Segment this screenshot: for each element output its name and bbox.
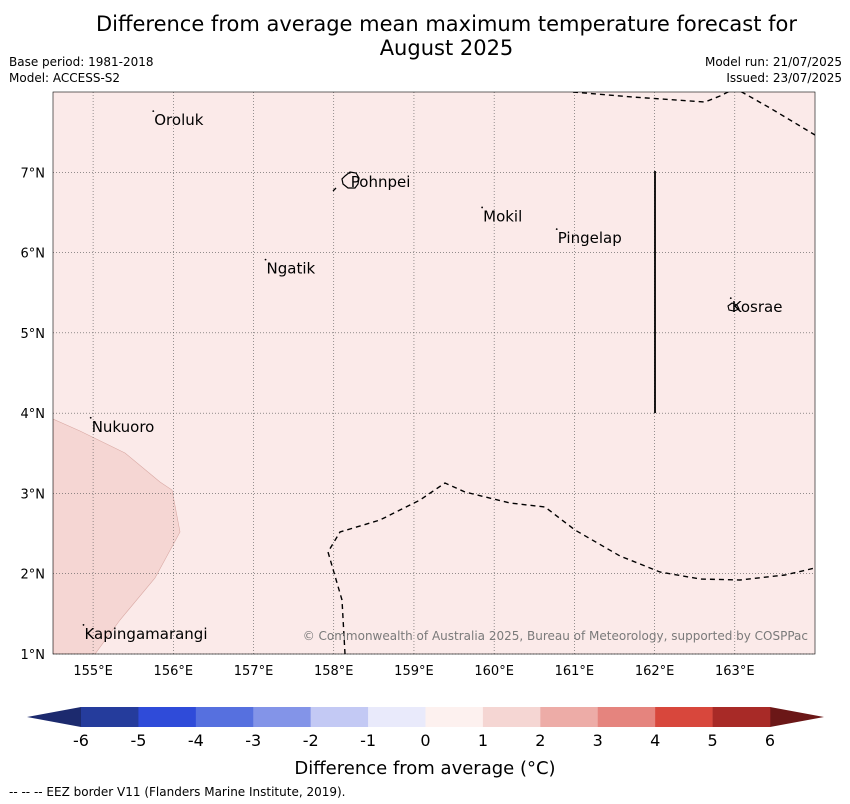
graticule xyxy=(53,92,815,655)
copyright-credit: © Commonwealth of Australia 2025, Bureau… xyxy=(303,629,808,643)
colorbar-swatch xyxy=(138,707,197,727)
title-line-2: August 2025 xyxy=(379,36,514,60)
island-marker xyxy=(82,624,85,626)
colorbar-title: Difference from average (°C) xyxy=(294,758,555,779)
island-label: Mokil xyxy=(483,207,522,225)
island-label: Kapingamarangi xyxy=(84,625,207,643)
colorbar-tick-label: -2 xyxy=(303,731,319,750)
lon-tick-label: 160°E xyxy=(474,664,514,679)
title-line-1: Difference from average mean maximum tem… xyxy=(96,12,797,36)
colorbar-swatch xyxy=(712,707,771,727)
island-marker xyxy=(152,110,155,112)
issued-text: Issued: 23/07/2025 xyxy=(726,71,842,85)
kosrae-outline xyxy=(727,302,740,312)
island-marker xyxy=(729,297,732,300)
eez-border-footnote: -- -- -- EEZ border V11 (Flanders Marine… xyxy=(9,785,346,799)
island-marker xyxy=(481,206,484,209)
lon-tick-label: 156°E xyxy=(154,664,194,679)
island-marker xyxy=(264,258,267,261)
colorbar-tick-label: 5 xyxy=(707,731,717,750)
colorbar-swatch xyxy=(540,707,599,727)
colorbar-swatch xyxy=(195,707,254,727)
pohnpei-outline xyxy=(341,171,360,189)
lon-tick-label: 157°E xyxy=(234,664,274,679)
island-label: Pohnpei xyxy=(351,173,411,191)
colorbar-swatch xyxy=(253,707,311,727)
colorbar-tick-label: 3 xyxy=(593,731,603,750)
colorbar-tick-label: -5 xyxy=(130,731,146,750)
lat-tick-label: 1°N xyxy=(21,648,46,663)
colorbar-tick-label: 1 xyxy=(478,731,488,750)
lon-tick-label: 162°E xyxy=(635,664,675,679)
island-label: Ngatik xyxy=(267,260,316,278)
lon-tick-label: 161°E xyxy=(555,664,595,679)
map-background xyxy=(53,92,815,654)
lon-tick-label: 163°E xyxy=(715,664,755,679)
lat-tick-label: 5°N xyxy=(21,327,46,342)
island-marker xyxy=(348,172,351,174)
island-label: Nukuoro xyxy=(92,418,155,436)
colorbar-tick-label: -6 xyxy=(73,731,89,750)
colorbar-tick-label: -1 xyxy=(360,731,376,750)
lon-tick-label: 155°E xyxy=(73,664,113,679)
anomaly-region-southwest xyxy=(53,418,181,654)
island-marker xyxy=(555,228,558,231)
colorbar-swatch xyxy=(597,707,656,727)
colorbar-swatch xyxy=(655,707,713,727)
island-label: Pingelap xyxy=(558,229,622,247)
colorbar-tick-label: 2 xyxy=(535,731,545,750)
lat-tick-label: 3°N xyxy=(21,487,46,502)
colorbar: -6 -5 -4 -3 -2 -1 0 1 2 3 4 5 6 xyxy=(27,707,824,750)
colorbar-tick-label: -4 xyxy=(188,731,204,750)
eez-border-south xyxy=(327,482,815,654)
island-label: Kosrae xyxy=(732,298,783,316)
colorbar-tick-label: 0 xyxy=(420,731,430,750)
colorbar-tick-label: -3 xyxy=(245,731,261,750)
lat-tick-label: 6°N xyxy=(21,247,46,262)
colorbar-extend-high xyxy=(770,707,824,727)
island-marker xyxy=(89,416,92,419)
colorbar-swatch xyxy=(425,707,484,727)
colorbar-tick-label: 6 xyxy=(765,731,775,750)
colorbar-swatch xyxy=(81,707,139,727)
lon-tick-label: 159°E xyxy=(394,664,434,679)
colorbar-tick-label: 4 xyxy=(650,731,660,750)
eez-border-north xyxy=(572,92,815,136)
island-label: Oroluk xyxy=(154,111,203,129)
colorbar-swatch xyxy=(310,707,369,727)
lat-tick-label: 2°N xyxy=(21,568,46,583)
model-text: Model: ACCESS-S2 xyxy=(9,71,121,85)
pohnpei-eez-stub xyxy=(332,187,337,192)
colorbar-extend-low xyxy=(27,707,81,727)
map-frame xyxy=(52,91,816,655)
colorbar-swatch xyxy=(368,707,426,727)
lat-tick-label: 7°N xyxy=(21,166,46,181)
lon-tick-label: 158°E xyxy=(314,664,354,679)
base-period-text: Base period: 1981-2018 xyxy=(9,55,154,69)
lat-tick-label: 4°N xyxy=(21,407,46,422)
model-run-text: Model run: 21/07/2025 xyxy=(704,55,842,69)
colorbar-swatch xyxy=(482,707,541,727)
